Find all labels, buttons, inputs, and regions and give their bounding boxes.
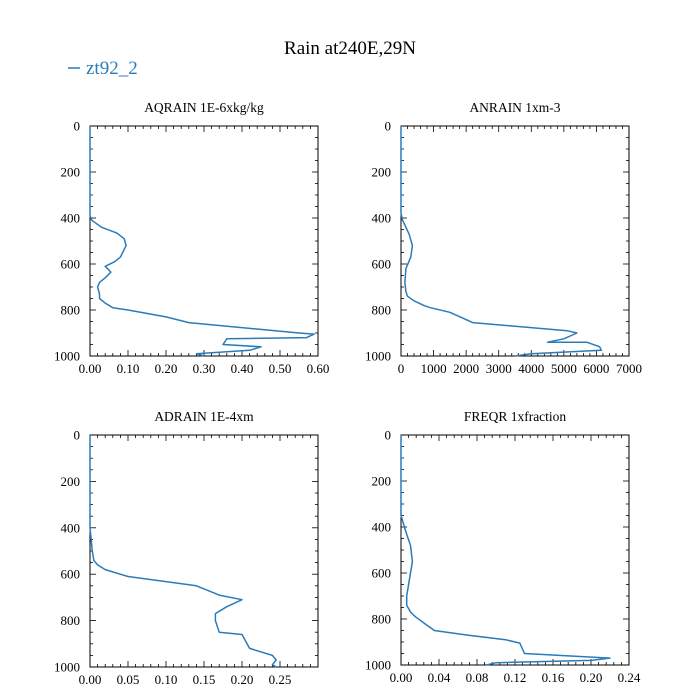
x-tick-label: 0.25 (269, 672, 292, 687)
y-tick-label: 200 (372, 165, 392, 180)
y-tick-label: 200 (61, 474, 81, 489)
x-tick-label: 1000 (421, 361, 447, 376)
x-tick-label: 0.50 (269, 361, 292, 376)
x-tick-label: 0.12 (504, 670, 527, 685)
x-tick-label: 0.10 (155, 672, 178, 687)
x-tick-label: 0.20 (231, 672, 254, 687)
y-tick-label: 0 (385, 428, 392, 443)
x-tick-label: 0.08 (466, 670, 489, 685)
y-tick-label: 400 (372, 211, 392, 226)
panel-title: FREQR 1xfraction (464, 409, 567, 424)
x-tick-label: 0.00 (79, 361, 102, 376)
x-tick-label: 3000 (486, 361, 512, 376)
legend: zt92_2 (68, 58, 138, 79)
panel-2: ANRAIN 1xm-30 1000 2000 3000 4000 5000 6000 700… (365, 100, 642, 376)
y-tick-label: 400 (61, 211, 81, 226)
x-tick-label: 0.15 (193, 672, 216, 687)
x-tick-label: 0.00 (390, 670, 413, 685)
y-tick-label: 1000 (54, 660, 80, 675)
y-tick-label: 800 (372, 303, 392, 318)
series-line (400, 435, 611, 666)
y-tick-label: 400 (372, 520, 392, 535)
x-tick-label: 0.10 (117, 361, 140, 376)
series-line (89, 435, 277, 668)
x-tick-label: 0.40 (231, 361, 254, 376)
y-tick-label: 200 (61, 165, 81, 180)
panel-title: AQRAIN 1E-6xkg/kg (144, 100, 264, 115)
x-tick-label: 0.16 (542, 670, 565, 685)
x-tick-label: 0.24 (618, 670, 641, 685)
panel-title: ANRAIN 1xm-3 (469, 100, 560, 115)
series-line (89, 126, 315, 357)
panel-title: ADRAIN 1E-4xm (154, 409, 254, 424)
x-tick-label: 0.04 (428, 670, 451, 685)
y-tick-label: 0 (385, 119, 392, 134)
y-tick-label: 600 (372, 257, 392, 272)
panel-3: ADRAIN 1E-4xm 0.00 0.05 0.10 0.15 0.20 0.25 0 20… (54, 409, 319, 687)
figure-title: Rain at240E,29N (284, 38, 416, 59)
x-tick-label: 6000 (583, 361, 609, 376)
x-tick-label: 0 (398, 361, 405, 376)
x-tick-label: 0.20 (580, 670, 603, 685)
x-tick-label: 0.20 (155, 361, 178, 376)
y-tick-label: 600 (61, 257, 81, 272)
y-tick-label: 800 (372, 612, 392, 627)
y-tick-label: 1000 (365, 349, 391, 364)
y-tick-label: 800 (61, 303, 81, 318)
y-tick-label: 0 (74, 428, 81, 443)
legend-label: zt92_2 (86, 58, 138, 79)
y-tick-label: 400 (61, 520, 81, 535)
y-tick-label: 200 (372, 474, 392, 489)
x-tick-label: 5000 (551, 361, 577, 376)
plot-frame (89, 434, 319, 668)
x-tick-label: 0.60 (307, 361, 330, 376)
panel-1: AQRAIN 1E-6xkg/kg 0.00 0.10 0.20 0.30 0.40 0.5… (54, 100, 329, 376)
y-tick-label: 600 (61, 567, 81, 582)
y-tick-label: 1000 (365, 658, 391, 673)
x-tick-label: 2000 (453, 361, 479, 376)
x-tick-label: 0.05 (117, 672, 140, 687)
y-tick-label: 1000 (54, 349, 80, 364)
x-tick-label: 0.30 (193, 361, 216, 376)
series-line (400, 126, 603, 357)
x-tick-label: 4000 (518, 361, 544, 376)
x-tick-label: 0.00 (79, 672, 102, 687)
y-tick-label: 0 (74, 119, 81, 134)
x-tick-label: 7000 (616, 361, 642, 376)
y-tick-label: 800 (61, 613, 81, 628)
y-tick-label: 600 (372, 566, 392, 581)
panel-4: FREQR 1xfraction 0.00 0.04 0.08 0.12 0.16 0.20… (365, 409, 641, 685)
plot-frame (400, 125, 630, 357)
